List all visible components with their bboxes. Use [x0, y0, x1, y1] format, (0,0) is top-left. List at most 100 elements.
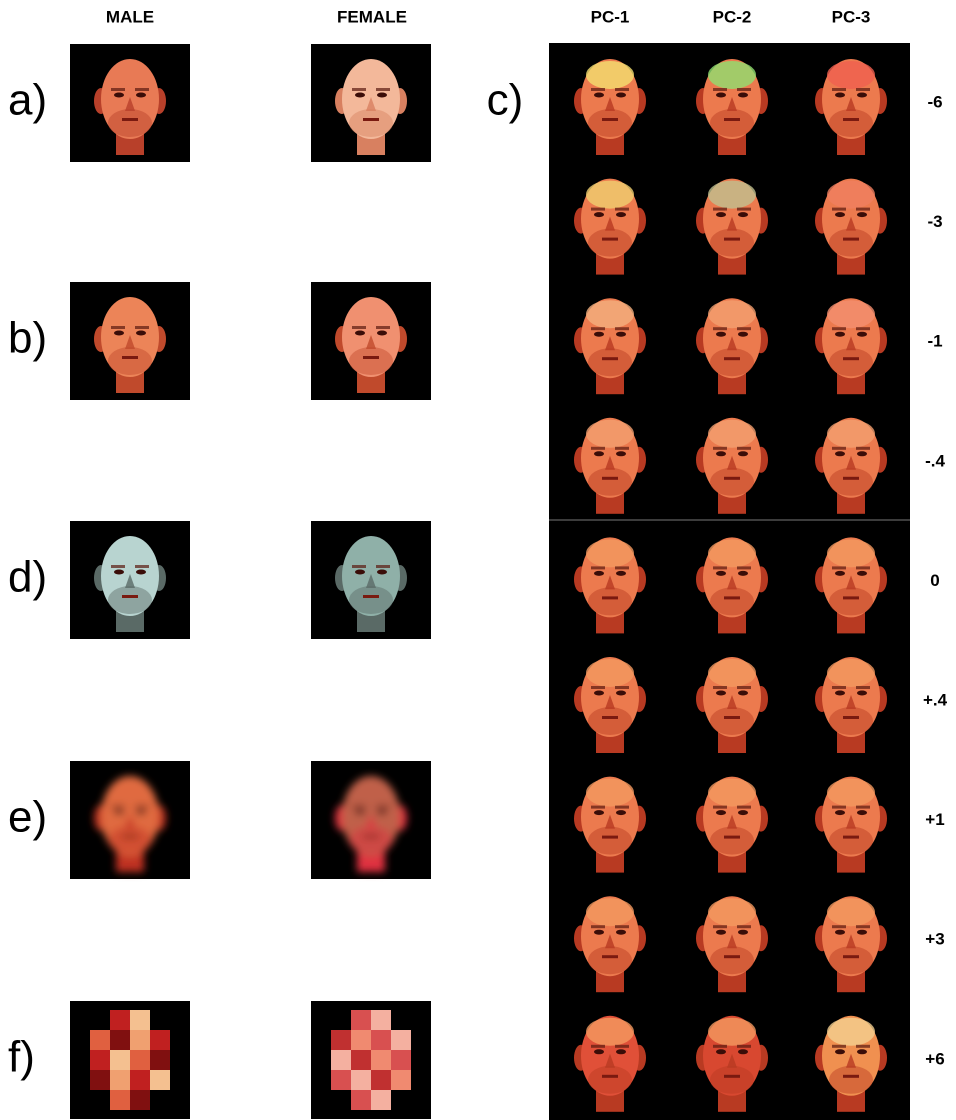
weight-label: +.4	[923, 690, 948, 709]
row-label: c)	[487, 76, 524, 125]
mouth	[724, 118, 740, 121]
jaw	[829, 229, 873, 257]
brow	[737, 208, 751, 211]
brow	[352, 88, 366, 91]
eye	[716, 810, 726, 815]
eye	[857, 810, 867, 815]
pixel	[130, 1050, 150, 1070]
forehead	[827, 300, 875, 328]
brow	[713, 447, 727, 450]
brow	[737, 1045, 751, 1048]
pixel	[371, 1010, 391, 1030]
eye	[594, 93, 604, 98]
mouth	[843, 716, 859, 719]
mouth	[724, 836, 740, 839]
eye	[738, 212, 748, 217]
forehead	[827, 1018, 875, 1046]
brow	[615, 327, 629, 330]
forehead	[827, 898, 875, 926]
eye	[616, 1049, 626, 1054]
eye	[716, 451, 726, 456]
brow	[737, 806, 751, 809]
jaw	[588, 707, 632, 735]
brow	[832, 1045, 846, 1048]
eye	[355, 570, 365, 575]
eye	[835, 93, 845, 98]
forehead	[586, 539, 634, 567]
jaw	[710, 348, 754, 376]
pixel	[90, 1050, 110, 1070]
forehead	[827, 539, 875, 567]
mouth	[843, 357, 859, 360]
brow	[713, 327, 727, 330]
brow	[832, 88, 846, 91]
brow	[591, 208, 605, 211]
eye	[835, 810, 845, 815]
eye	[355, 93, 365, 98]
brow	[591, 447, 605, 450]
pixel	[150, 1050, 170, 1070]
eye	[835, 691, 845, 696]
eye	[594, 571, 604, 576]
row-label: a)	[8, 76, 47, 125]
mouth	[602, 836, 618, 839]
figure: MALE FEMALE c) a)b)d)e)f)PC-1PC-2PC-3-6-…	[0, 0, 956, 1120]
brow	[615, 806, 629, 809]
jaw	[349, 109, 393, 137]
eye	[835, 571, 845, 576]
brow	[591, 686, 605, 689]
jaw	[588, 468, 632, 496]
eye	[594, 930, 604, 935]
brow	[832, 925, 846, 928]
brow	[713, 88, 727, 91]
jaw	[829, 348, 873, 376]
mouth	[724, 238, 740, 241]
jaw	[710, 946, 754, 974]
mouth	[122, 595, 138, 598]
brow	[832, 806, 846, 809]
eye	[738, 571, 748, 576]
brow	[591, 327, 605, 330]
eye	[616, 332, 626, 337]
brow	[376, 326, 390, 329]
brow	[737, 447, 751, 450]
mouth	[724, 596, 740, 599]
eye	[835, 332, 845, 337]
eye	[738, 691, 748, 696]
eye	[114, 93, 124, 98]
jaw	[588, 229, 632, 257]
eye	[594, 810, 604, 815]
mouth	[724, 477, 740, 480]
eye	[594, 1049, 604, 1054]
pixel	[150, 1030, 170, 1050]
pixel	[130, 1090, 150, 1110]
brow	[856, 1045, 870, 1048]
jaw	[588, 348, 632, 376]
mouth	[122, 118, 138, 121]
pixel	[371, 1030, 391, 1050]
eye	[835, 1049, 845, 1054]
eye	[716, 93, 726, 98]
eye	[594, 212, 604, 217]
brow	[856, 208, 870, 211]
mouth	[602, 477, 618, 480]
weight-label: -3	[927, 212, 942, 231]
eye	[594, 332, 604, 337]
eye	[114, 570, 124, 575]
jaw	[710, 707, 754, 735]
brow	[111, 326, 125, 329]
eye	[716, 332, 726, 337]
eye	[716, 212, 726, 217]
pixel	[150, 1070, 170, 1090]
mouth	[843, 836, 859, 839]
brow	[135, 805, 149, 808]
weight-label: -6	[927, 92, 942, 111]
eye	[616, 93, 626, 98]
pixel	[90, 1070, 110, 1090]
jaw	[349, 826, 393, 854]
brow	[832, 327, 846, 330]
brow	[737, 327, 751, 330]
pixel	[130, 1010, 150, 1030]
forehead	[586, 181, 634, 209]
eye	[377, 570, 387, 575]
